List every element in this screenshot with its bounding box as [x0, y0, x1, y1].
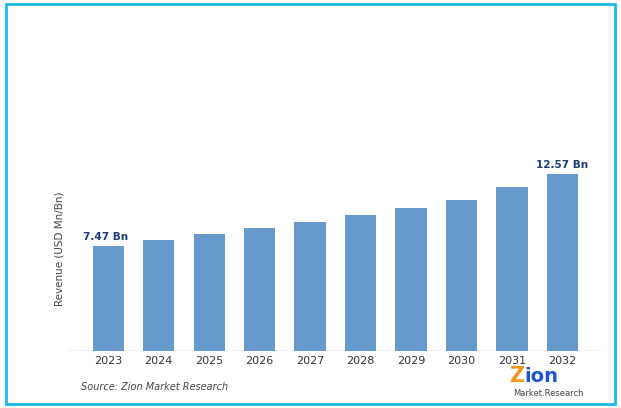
Text: 12.57 Bn: 12.57 Bn — [537, 160, 589, 170]
Text: Terminal Automation System Market,: Terminal Automation System Market, — [128, 27, 493, 45]
Text: ion: ion — [525, 366, 559, 386]
Bar — [143, 240, 175, 351]
Text: Market.Research: Market.Research — [514, 389, 584, 398]
Text: CAGR : 5.30%: CAGR : 5.30% — [101, 121, 197, 134]
Text: Z: Z — [509, 366, 524, 386]
Bar — [194, 234, 225, 351]
Text: Source: Zion Market Research: Source: Zion Market Research — [81, 381, 228, 392]
Bar — [396, 208, 427, 351]
Bar — [547, 174, 578, 351]
Bar — [496, 187, 528, 351]
Y-axis label: Revenue (USD Mn/Bn): Revenue (USD Mn/Bn) — [54, 192, 64, 306]
Text: 7.47 Bn: 7.47 Bn — [83, 232, 129, 242]
Text: Global Market Size, 2024-2032 (USD Billion): Global Market Size, 2024-2032 (USD Billi… — [165, 69, 456, 82]
Bar — [345, 215, 376, 351]
Bar — [93, 246, 124, 351]
Bar — [294, 222, 326, 351]
Bar — [446, 200, 477, 351]
Bar — [244, 228, 275, 351]
